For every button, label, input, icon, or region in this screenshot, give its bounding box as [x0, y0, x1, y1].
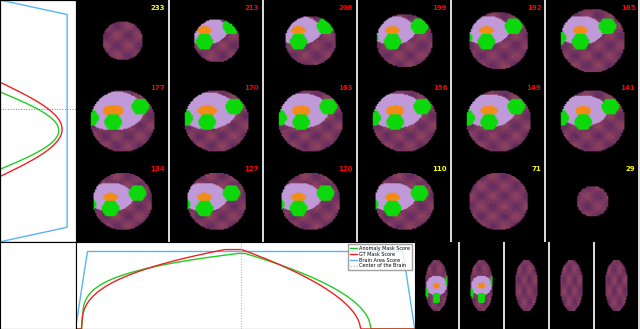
Y-axis label: Score: Score	[77, 114, 82, 128]
X-axis label: Score: Score	[30, 252, 45, 257]
Legend: Anomaly Mask Score, GT Mask Score, Brain Area Score, Center of the Brain: Anomaly Mask Score, GT Mask Score, Brain…	[348, 244, 412, 270]
